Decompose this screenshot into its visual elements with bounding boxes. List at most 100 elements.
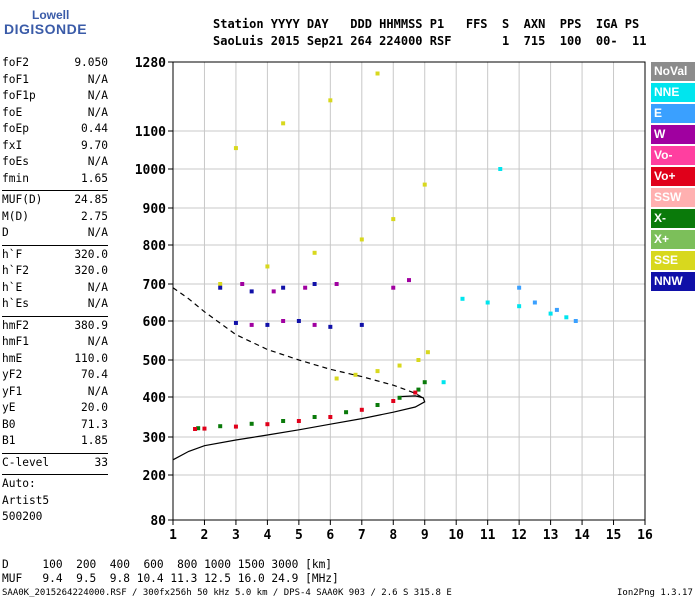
echo-point-sse <box>422 182 427 187</box>
param-name: hmF2 <box>2 318 29 332</box>
param-name: D <box>2 226 9 239</box>
param-name: hmE <box>2 351 23 365</box>
param-value: N/A <box>87 280 108 294</box>
echo-point-nne <box>517 304 522 309</box>
param-value: 320.0 <box>74 247 108 261</box>
logo-digisonde-text: DIGISONDE <box>4 21 88 37</box>
param-value: N/A <box>87 72 108 86</box>
echo-point-nnw <box>249 289 254 294</box>
param-value: 110.0 <box>74 351 108 365</box>
param-row-clevel: C-level 33 <box>2 456 108 473</box>
echo-point-sse <box>328 98 333 103</box>
echo-point-sse <box>353 372 358 377</box>
logo-lowell-text: Lowell <box>32 8 70 22</box>
divider <box>2 315 108 317</box>
param-value: 380.9 <box>74 318 108 332</box>
x-tick-label: 1 <box>169 528 177 543</box>
echo-point-sse <box>425 350 430 355</box>
echo-point-sse <box>265 264 270 269</box>
y-tick-label: 800 <box>143 239 167 254</box>
y-tick-label: 1000 <box>135 163 166 178</box>
echo-point-x <box>375 403 380 407</box>
param-name: foF2 <box>2 56 29 69</box>
profile-dashed <box>172 287 426 400</box>
param-value: 70.4 <box>81 368 108 381</box>
y-tick-label: 600 <box>143 315 167 330</box>
param-name: M(D) <box>2 209 29 223</box>
params-group-virtual-heights: h`F 320.0 h`F2 320.0 h`E N/A h`Es N/A <box>2 248 108 314</box>
echo-point-nne <box>441 380 446 385</box>
x-tick-label: 15 <box>606 528 622 543</box>
echo-point-vo <box>359 407 364 412</box>
divider <box>2 474 108 475</box>
x-tick-label: 4 <box>263 528 271 543</box>
param-row: foEs N/A <box>2 155 108 172</box>
y-tick-label: 80 <box>150 514 166 529</box>
echo-point-sse <box>397 363 402 368</box>
echo-point-nne <box>498 167 503 171</box>
auto-label: Auto: <box>2 477 36 490</box>
legend-item-x: X- <box>651 209 695 228</box>
echo-point-vo <box>265 422 270 427</box>
echo-point-e <box>532 300 537 305</box>
param-value: N/A <box>87 335 108 348</box>
plot-frame <box>172 61 646 521</box>
y-tick-label: 500 <box>143 354 167 369</box>
param-value: N/A <box>87 105 108 119</box>
divider <box>2 190 108 191</box>
echo-point-sse <box>391 217 396 222</box>
echo-point-nnw <box>296 319 301 323</box>
param-row: h`F 320.0 <box>2 248 108 265</box>
param-row: yF2 70.4 <box>2 368 108 385</box>
echo-point-w <box>303 285 308 290</box>
echo-point-vo <box>413 390 418 395</box>
param-value: 2.75 <box>81 209 108 223</box>
param-value: N/A <box>87 226 108 239</box>
param-row: foF1 N/A <box>2 73 108 90</box>
param-name: MUF(D) <box>2 193 43 206</box>
y-tick-label: 1280 <box>135 56 166 71</box>
legend-item-e: E <box>651 104 695 123</box>
x-tick-label: 11 <box>480 528 496 543</box>
muf-table-distance-row: D 100 200 400 600 800 1000 1500 3000 [km… <box>2 558 333 571</box>
param-row: MUF(D) 24.85 <box>2 193 108 210</box>
divider <box>2 452 108 454</box>
x-tick-label: 10 <box>448 528 464 543</box>
echo-point-vo <box>202 426 207 431</box>
param-name: fxI <box>2 138 23 152</box>
muf-table-muf-row: MUF 9.4 9.5 9.8 10.4 11.3 12.5 16.0 24.9… <box>2 572 339 585</box>
legend-item-w: W <box>651 125 695 144</box>
echo-point-x <box>422 380 427 385</box>
param-value: 1.65 <box>81 171 108 185</box>
param-name: h`Es <box>2 297 29 310</box>
echo-point-x <box>344 410 349 415</box>
x-tick-label: 16 <box>637 528 653 543</box>
echo-point-x <box>196 426 201 431</box>
param-value: 9.70 <box>81 138 108 152</box>
legend-item-vo: Vo+ <box>651 167 695 186</box>
echo-point-sse <box>218 282 223 286</box>
echo-point-nnw <box>312 282 317 286</box>
param-name: h`F2 <box>2 264 29 277</box>
param-name: hmF1 <box>2 335 29 348</box>
param-value: N/A <box>87 155 108 168</box>
x-tick-label: 12 <box>511 528 527 543</box>
echo-point-w <box>334 282 339 286</box>
echo-point-vo <box>233 424 238 429</box>
legend-item-ssw: SSW <box>651 188 695 207</box>
param-name: yF2 <box>2 368 23 381</box>
param-row: foE N/A <box>2 106 108 123</box>
echo-point-nnw <box>328 324 333 329</box>
param-row: hmF1 N/A <box>2 335 108 352</box>
param-name: h`F <box>2 247 23 261</box>
echo-point-nnw <box>218 285 223 290</box>
param-name: foEp <box>2 122 29 135</box>
echo-point-e <box>573 319 578 323</box>
param-row: foF2 9.050 <box>2 56 108 73</box>
param-value: 320.0 <box>74 264 108 277</box>
param-row: M(D) 2.75 <box>2 210 108 227</box>
x-tick-label: 14 <box>574 528 590 543</box>
legend-item-nne: NNE <box>651 83 695 102</box>
echo-point-nne <box>485 300 490 305</box>
echo-point-w <box>240 282 245 286</box>
